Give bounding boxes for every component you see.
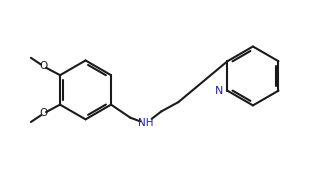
Text: N: N (215, 86, 224, 96)
Text: O: O (40, 62, 48, 71)
Text: O: O (40, 108, 48, 118)
Text: NH: NH (138, 118, 153, 128)
